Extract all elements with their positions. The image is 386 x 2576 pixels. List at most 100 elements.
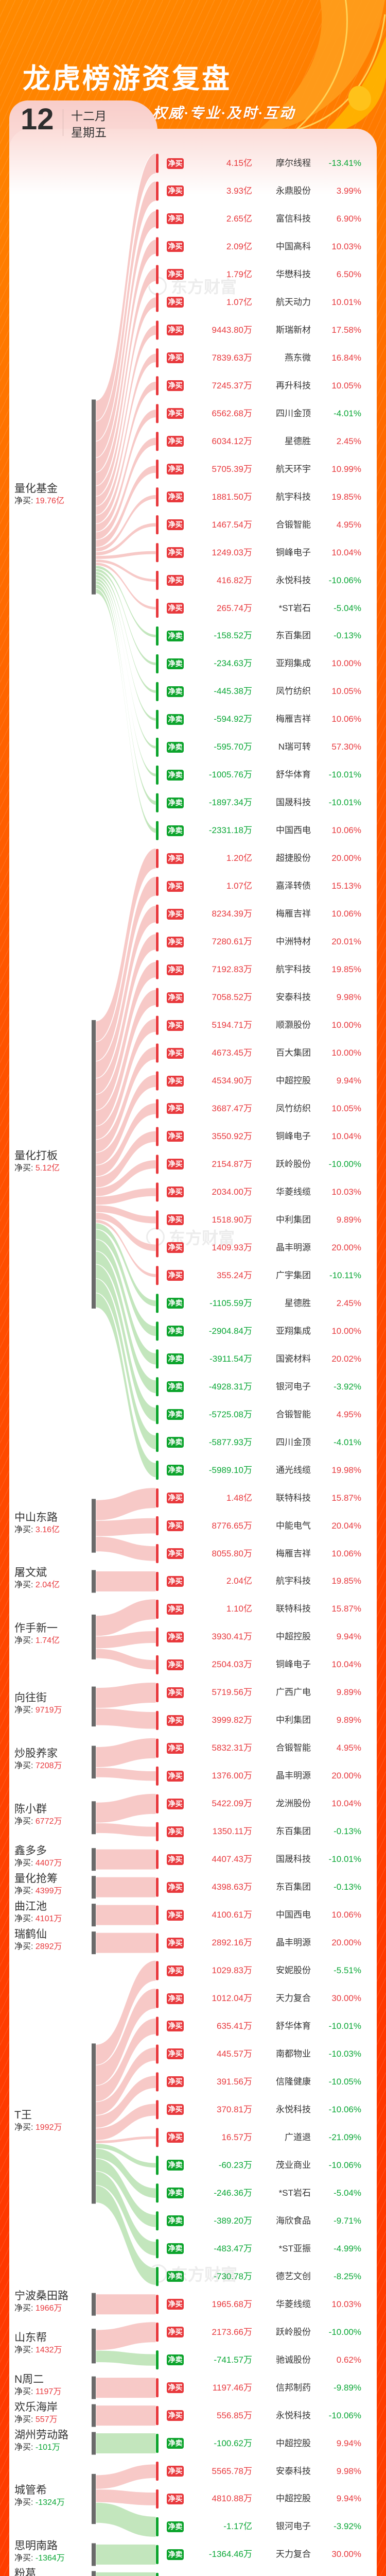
amount-value: 3550.92万: [212, 1131, 252, 1141]
stock-name: 晶丰明源: [276, 1242, 311, 1252]
stock-name: 永悦科技: [276, 575, 311, 585]
date-weekday: 星期五: [71, 126, 107, 139]
percent-change: -5.04%: [334, 2188, 361, 2198]
stock-name: 嘉泽转债: [276, 881, 311, 891]
percent-change: 20.04%: [331, 1520, 361, 1531]
percent-change: -10.01%: [328, 2021, 361, 2031]
percent-change: 10.05%: [331, 380, 361, 391]
stock-name: 中超控股: [276, 1632, 311, 1642]
amount-value: 7280.61万: [212, 937, 252, 947]
amount-value: -595.70万: [214, 742, 252, 752]
stock-name: 合锻智能: [276, 519, 311, 530]
percent-change: -10.06%: [328, 2160, 361, 2170]
group-net-line: 净买: 4399万: [14, 1886, 92, 1897]
percent-change: -5.04%: [334, 603, 361, 613]
direction-badge: 净买: [167, 2299, 184, 2310]
group-name: 曲江池: [14, 1901, 47, 1913]
stock-name: 富信科技: [276, 213, 311, 224]
amount-value: 8776.65万: [212, 1520, 252, 1531]
group-net-label: 净买:: [14, 1859, 33, 1868]
direction-badge: 净买: [167, 1854, 184, 1865]
group-net-line: 净买: 4407万: [14, 1858, 92, 1869]
direction-badge: 净买: [167, 547, 184, 558]
direction-badge: 净买: [167, 1937, 184, 1948]
direction-badge: 净买: [167, 2048, 184, 2060]
stock-name: 国晟科技: [276, 1854, 311, 1865]
percent-change: -13.41%: [328, 158, 361, 168]
group-name: 城管希: [14, 2484, 47, 2497]
group-name: 陈小群: [14, 1803, 47, 1816]
direction-badge: 净买: [167, 241, 184, 252]
stock-name: 信隆健康: [276, 2076, 311, 2087]
direction-badge: 净买: [167, 408, 184, 419]
stock-name: 永悦科技: [276, 2410, 311, 2420]
direction-badge: 净买: [167, 492, 184, 503]
percent-change: 20.00%: [331, 1771, 361, 1781]
direction-badge: 净卖: [167, 2271, 184, 2282]
direction-badge: 净买: [167, 2466, 184, 2477]
group-name: 宁波桑田路: [14, 2290, 68, 2302]
group-label: 陈小群 净买: 6772万: [14, 1802, 92, 1827]
percent-change: 20.01%: [331, 937, 361, 947]
group-net-value: 557万: [35, 2415, 58, 2424]
amount-value: 635.41万: [217, 2021, 252, 2031]
amount-value: 8234.39万: [212, 909, 252, 919]
percent-change: 9.94%: [336, 2494, 361, 2504]
direction-badge: 净卖: [167, 2160, 184, 2171]
group-name: N周二: [14, 2373, 44, 2385]
percent-change: 10.99%: [331, 464, 361, 474]
group-net-line: 净买: 4101万: [14, 1913, 92, 1925]
stock-name: 安泰科技: [276, 992, 311, 1003]
direction-badge: 净买: [167, 2493, 184, 2504]
percent-change: 10.06%: [331, 825, 361, 836]
stock-name: 亚翔集成: [276, 658, 311, 669]
direction-badge: 净买: [167, 1159, 184, 1170]
page-title: 龙虎榜游资复盘: [23, 63, 232, 95]
percent-change: 19.85%: [331, 492, 361, 502]
stock-name: 驰诚股份: [276, 2354, 311, 2365]
stock-name: 航天环宇: [276, 464, 311, 474]
group-net-label: 净买:: [14, 2345, 33, 2354]
group-net-label: 净买:: [14, 2387, 33, 2396]
group-net-line: 净买: 1432万: [14, 2345, 92, 2356]
stock-name: 中国西电: [276, 1910, 311, 1920]
stock-name: 中洲特材: [276, 937, 311, 947]
stock-name: 星德胜: [285, 1298, 311, 1308]
amount-value: 391.56万: [217, 2076, 252, 2087]
stock-name: 东百集团: [276, 1826, 311, 1837]
percent-change: -10.00%: [328, 2327, 361, 2337]
direction-badge: 净买: [167, 1603, 184, 1615]
percent-change: 30.00%: [331, 2549, 361, 2560]
amount-value: 6034.12万: [212, 436, 252, 446]
amount-value: 5194.71万: [212, 1020, 252, 1030]
stock-name: 航天动力: [276, 297, 311, 307]
direction-badge: 净卖: [167, 1353, 184, 1365]
group-net-label: 净买:: [14, 2415, 33, 2424]
stock-name: 星德胜: [285, 436, 311, 446]
direction-badge: 净卖: [167, 2549, 184, 2560]
group-label: 中山东路 净买: 3.16亿: [14, 1511, 92, 1536]
percent-change: 2.45%: [336, 1298, 361, 1308]
group-name: 量化抢筹: [14, 1873, 58, 1885]
direction-badge: 净买: [167, 880, 184, 892]
group-net-value: 2.04亿: [35, 1581, 60, 1590]
group-net-line: 净买: 7208万: [14, 1760, 92, 1772]
direction-badge: 净买: [167, 2076, 184, 2088]
amount-value: -445.38万: [214, 686, 252, 697]
direction-badge: 净卖: [167, 1298, 184, 1309]
group-net-value: 6772万: [35, 1817, 62, 1826]
group-name: 粉葛: [14, 2568, 36, 2576]
percent-change: -0.13%: [334, 1882, 361, 1892]
percent-change: 9.89%: [336, 1715, 361, 1725]
percent-change: 6.90%: [336, 213, 361, 224]
amount-value: -741.57万: [214, 2354, 252, 2365]
stock-name: 斯瑞新材: [276, 325, 311, 335]
amount-value: 3687.47万: [212, 1103, 252, 1113]
amount-value: 6562.68万: [212, 408, 252, 418]
percent-change: 19.98%: [331, 1465, 361, 1475]
percent-change: 15.87%: [331, 1493, 361, 1503]
group-net-value: 9719万: [35, 1706, 62, 1715]
stock-name: 合锻智能: [276, 1409, 311, 1419]
amount-value: 1409.93万: [212, 1242, 252, 1252]
direction-badge: 净卖: [167, 1409, 184, 1420]
